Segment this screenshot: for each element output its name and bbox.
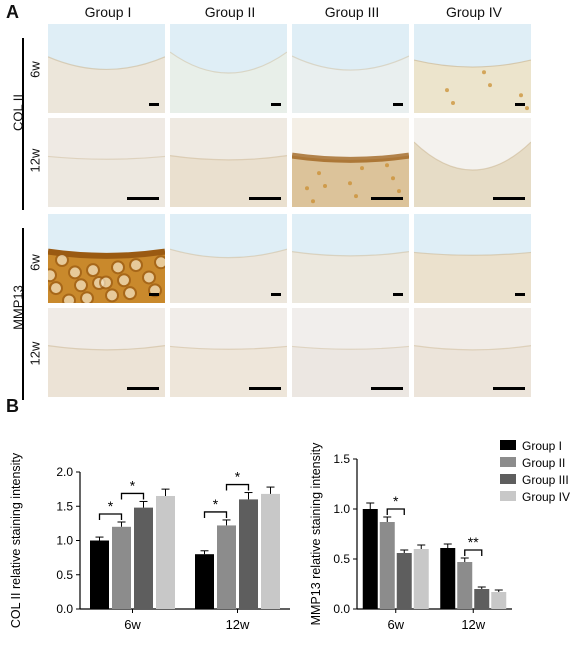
marker-divider-col2 xyxy=(22,38,24,210)
bar-group-ii-6w xyxy=(112,526,131,609)
x-tick-label: 6w xyxy=(124,617,141,632)
significance-label: * xyxy=(108,498,114,514)
scale-bar xyxy=(493,387,525,390)
y-tick-label: 0.0 xyxy=(56,602,73,616)
bar-group-iv-12w xyxy=(261,493,280,609)
significance-bracket xyxy=(203,511,228,518)
timepoint-label-col2-12w: 12w xyxy=(27,148,43,173)
y-tick-label: 0.0 xyxy=(333,602,350,616)
legend-label: Group III xyxy=(522,473,569,487)
y-tick-label: 1.0 xyxy=(56,534,73,548)
timepoint-label-mmp13-12w: 12w xyxy=(27,341,43,366)
micrograph-r1-c3 xyxy=(292,24,409,113)
bar-group-iv-6w xyxy=(413,549,429,609)
bar-group-iii-6w xyxy=(396,553,412,609)
legend-swatch xyxy=(500,457,516,467)
scale-bar xyxy=(393,293,403,296)
scale-bar xyxy=(493,197,525,200)
micrograph-r1-c1 xyxy=(48,24,165,113)
bar-group-i-6w xyxy=(362,509,378,609)
micrograph-r4-c1 xyxy=(48,308,165,397)
bar-group-ii-6w xyxy=(379,522,395,609)
scale-bar xyxy=(371,387,403,390)
micrograph-r3-c4 xyxy=(414,214,531,303)
micrograph-r4-c3 xyxy=(292,308,409,397)
legend-label: Group I xyxy=(522,439,562,453)
micrograph-r2-c1 xyxy=(48,118,165,207)
scale-bar xyxy=(515,103,525,106)
bar-group-i-12w xyxy=(440,548,456,609)
scale-bar xyxy=(149,293,159,296)
panel-b-letter: B xyxy=(6,396,19,416)
legend-swatch xyxy=(500,491,516,501)
scale-bar xyxy=(393,103,403,106)
micrograph-r3-c3 xyxy=(292,214,409,303)
bar-group-i-12w xyxy=(195,554,214,609)
micrograph-r3-c2 xyxy=(170,214,287,303)
micrograph-r4-c2 xyxy=(170,308,287,397)
bar-group-ii-12w xyxy=(217,525,236,609)
significance-label: * xyxy=(130,477,136,493)
micrograph-r4-c4 xyxy=(414,308,531,397)
scale-bar xyxy=(127,387,159,390)
x-tick-label: 12w xyxy=(226,617,250,632)
significance-label: * xyxy=(213,496,219,512)
bar-group-iv-6w xyxy=(156,495,175,609)
significance-label: * xyxy=(393,493,399,509)
significance-label: * xyxy=(235,469,241,485)
scale-bar xyxy=(515,293,525,296)
y-tick-label: 1.5 xyxy=(333,452,350,466)
legend-label: Group IV xyxy=(522,490,570,504)
micrograph-r1-c4 xyxy=(414,24,531,113)
x-tick-label: 6w xyxy=(387,617,404,632)
group-header-3: Group III xyxy=(324,4,380,20)
col2-bar-chart: 0.0 0.5 1.0 1.5 2.0 COL II relative staining … xyxy=(9,452,290,632)
legend-label: Group II xyxy=(522,456,565,470)
micrograph-r1-c2 xyxy=(170,24,287,113)
micrograph-r2-c2 xyxy=(170,118,287,207)
timepoint-label-mmp13-6w: 6w xyxy=(27,254,43,271)
legend-swatch xyxy=(500,474,516,484)
y-tick-label: 1.0 xyxy=(333,502,350,516)
y-axis-label: MMP13 relative staining intensity xyxy=(309,442,323,625)
significance-bracket xyxy=(464,549,483,556)
group-header-4: Group IV xyxy=(445,4,503,20)
significance-label: ** xyxy=(468,534,479,550)
y-axis-label: COL II relative staining intensity xyxy=(9,452,23,628)
scale-bar xyxy=(271,293,281,296)
timepoint-label-col2-6w: 6w xyxy=(27,61,43,78)
significance-bracket xyxy=(225,483,250,491)
micrograph-r3-c1 xyxy=(48,214,165,303)
y-tick-label: 1.5 xyxy=(56,499,73,513)
mmp13-bar-chart: 0.0 0.5 1.0 1.5 MMP13 relative staining inte… xyxy=(309,439,570,632)
significance-bracket xyxy=(120,492,145,500)
x-tick-label: 12w xyxy=(461,617,485,632)
significance-bracket xyxy=(98,513,123,521)
legend-swatch xyxy=(500,440,516,450)
micrograph-r2-c4 xyxy=(414,118,531,207)
scale-bar xyxy=(249,197,281,200)
bar-group-iii-6w xyxy=(134,507,153,609)
panel-a-letter: A xyxy=(6,2,19,22)
scale-bar xyxy=(127,197,159,200)
micrograph-r2-c3 xyxy=(292,118,409,207)
bar-group-i-6w xyxy=(90,540,109,609)
scale-bar xyxy=(149,103,159,106)
group-header-1: Group I xyxy=(84,4,132,20)
y-tick-label: 0.5 xyxy=(333,552,350,566)
y-tick-label: 2.0 xyxy=(56,465,73,479)
marker-divider-mmp13 xyxy=(22,228,24,400)
scale-bar xyxy=(249,387,281,390)
scale-bar xyxy=(371,197,403,200)
bar-group-iii-12w xyxy=(239,499,258,609)
y-tick-label: 0.5 xyxy=(56,568,73,582)
bar-group-ii-12w xyxy=(457,562,473,609)
group-header-2: Group II xyxy=(204,4,256,20)
bar-group-iv-12w xyxy=(491,592,507,609)
significance-bracket xyxy=(386,508,405,515)
bar-group-iii-12w xyxy=(474,589,490,609)
scale-bar xyxy=(271,103,281,106)
